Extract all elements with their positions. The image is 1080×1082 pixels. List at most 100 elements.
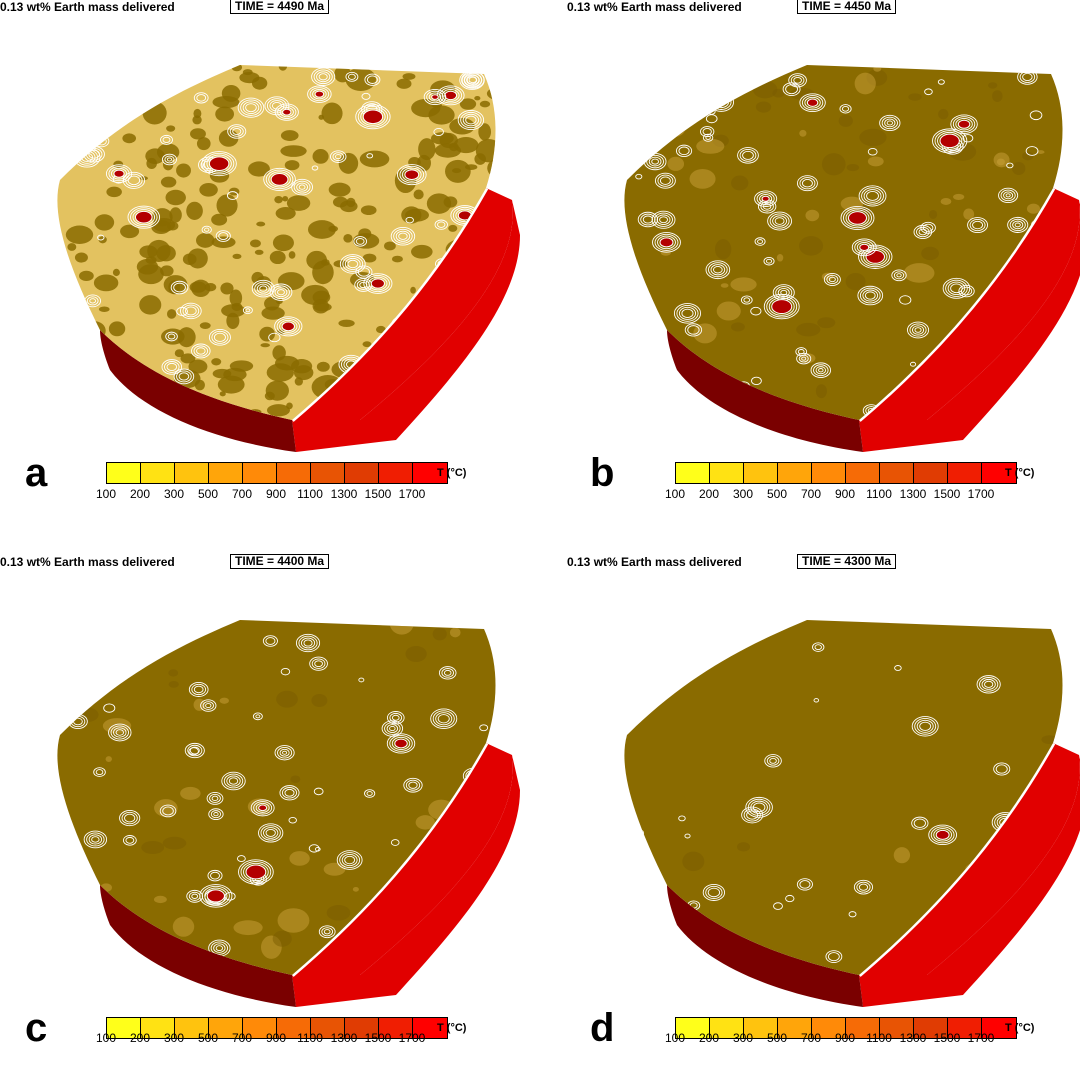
surface-blob xyxy=(288,251,296,259)
isotherm-contour xyxy=(659,176,671,185)
isotherm-contour xyxy=(681,308,694,318)
isotherm-contour xyxy=(121,811,138,825)
surface-blob xyxy=(168,681,179,688)
surface-blob xyxy=(124,98,136,109)
isotherm-contour xyxy=(240,861,272,883)
isotherm-contour xyxy=(780,289,788,296)
isotherm-contour xyxy=(339,254,366,274)
isotherm-contour xyxy=(426,90,444,104)
hot-spot xyxy=(113,169,125,178)
surface-blob xyxy=(74,82,85,91)
colorbar-swatch xyxy=(175,1018,209,1038)
colorbar-tick-label: 500 xyxy=(197,487,219,501)
isotherm-contour xyxy=(441,89,460,102)
isotherm-contour xyxy=(430,708,458,729)
isotherm-contour xyxy=(750,306,762,316)
isotherm-contour xyxy=(251,279,275,298)
isotherm-contour xyxy=(651,210,676,229)
surface-blob xyxy=(799,236,824,256)
isotherm-contour xyxy=(274,287,288,298)
isotherm-contour xyxy=(719,70,732,81)
surface-blob xyxy=(696,138,725,154)
surface-blob xyxy=(165,82,177,96)
isotherm-contour xyxy=(705,885,723,900)
isotherm-contour xyxy=(934,130,965,152)
isotherm-contour xyxy=(759,194,773,204)
isotherm-contour xyxy=(127,175,141,186)
isotherm-contour xyxy=(716,68,735,83)
block-side-front xyxy=(859,200,1080,452)
isotherm-contour xyxy=(863,189,882,203)
surface-blob xyxy=(484,411,496,420)
block-side-shadow xyxy=(100,885,296,1007)
isotherm-contour xyxy=(911,716,939,737)
isotherm-contour xyxy=(245,103,257,113)
isotherm-contour xyxy=(127,205,161,229)
surface-blob xyxy=(695,65,718,79)
isotherm-contour xyxy=(97,234,105,241)
isotherm-contour xyxy=(309,656,328,671)
isotherm-contour xyxy=(757,239,764,244)
surface-blob xyxy=(144,75,153,81)
isotherm-contour xyxy=(405,779,421,791)
isotherm-contour xyxy=(764,754,782,768)
surface-blob xyxy=(731,175,749,191)
isotherm-contour xyxy=(265,169,294,190)
colorbar-tick-label: 900 xyxy=(265,487,287,501)
isotherm-contour xyxy=(766,756,780,766)
isotherm-contour xyxy=(366,75,378,84)
isotherm-contour xyxy=(396,164,427,186)
isotherm-contour xyxy=(332,152,344,162)
isotherm-contour xyxy=(775,286,793,300)
isotherm-contour xyxy=(335,154,342,160)
isotherm-contour xyxy=(886,120,893,126)
surface-blob xyxy=(634,79,652,102)
surface-blob xyxy=(384,241,396,251)
surface-blob xyxy=(846,163,860,172)
isotherm-contour xyxy=(637,211,659,228)
isotherm-contour xyxy=(132,209,156,226)
block-top-surface xyxy=(624,620,1063,975)
surface-blob xyxy=(113,160,124,169)
surface-blob xyxy=(805,209,820,222)
isotherm-contour xyxy=(443,669,452,676)
isotherm-contour xyxy=(161,153,177,166)
hot-spot xyxy=(761,195,770,202)
surface-blob xyxy=(497,102,521,122)
surface-blob xyxy=(264,296,280,311)
isotherm-contour xyxy=(649,404,658,411)
surface-blob xyxy=(307,220,336,239)
isotherm-contour xyxy=(263,167,296,191)
surface-blob xyxy=(94,111,120,132)
isotherm-contour xyxy=(916,226,930,238)
panel-d-colorbar-unit: T (°C) xyxy=(1005,1022,1035,1034)
isotherm-contour xyxy=(355,104,391,130)
isotherm-contour xyxy=(210,871,221,880)
isotherm-contour xyxy=(657,174,674,187)
isotherm-contour xyxy=(640,213,656,226)
isotherm-contour xyxy=(907,321,930,339)
isotherm-contour xyxy=(763,293,800,320)
hot-spot xyxy=(281,321,295,332)
colorbar-swatch xyxy=(948,1018,982,1038)
colorbar-swatch xyxy=(277,463,311,483)
colorbar-tick-label: 1100 xyxy=(866,1031,892,1045)
surface-blob xyxy=(160,265,174,277)
isotherm-contour xyxy=(700,126,715,138)
colorbar-tick-label: 1300 xyxy=(899,1031,927,1045)
isotherm-contour xyxy=(981,678,996,690)
isotherm-contour xyxy=(937,79,945,85)
surface-blob xyxy=(796,322,821,337)
surface-blob xyxy=(272,930,292,947)
surface-blob xyxy=(248,161,270,177)
hot-spot xyxy=(939,133,960,149)
isotherm-contour xyxy=(170,280,189,295)
colorbar-swatch xyxy=(243,1018,277,1038)
isotherm-contour xyxy=(204,887,228,905)
surface-blob xyxy=(948,142,977,161)
isotherm-contour xyxy=(823,272,841,286)
isotherm-contour xyxy=(439,87,463,104)
isotherm-contour xyxy=(125,173,143,187)
isotherm-contour xyxy=(399,165,425,184)
surface-blob xyxy=(845,272,866,291)
